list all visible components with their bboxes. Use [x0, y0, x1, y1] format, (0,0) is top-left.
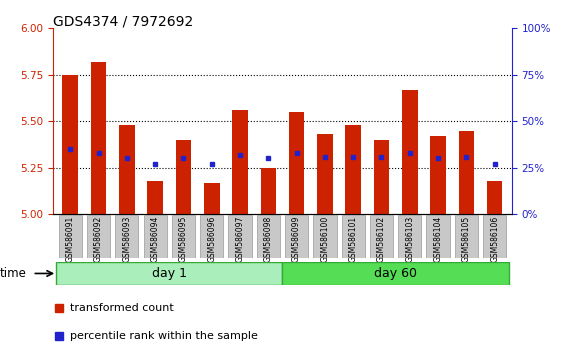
FancyBboxPatch shape [228, 215, 252, 258]
Text: GSM586091: GSM586091 [66, 216, 75, 262]
FancyBboxPatch shape [283, 262, 509, 285]
Text: GSM586097: GSM586097 [236, 216, 245, 262]
Bar [317, 134, 333, 214]
Text: GSM586100: GSM586100 [320, 216, 329, 262]
FancyBboxPatch shape [56, 262, 283, 285]
Bar [260, 168, 276, 214]
Bar [402, 90, 417, 214]
Bar [119, 125, 135, 214]
FancyBboxPatch shape [483, 215, 506, 258]
FancyBboxPatch shape [115, 215, 139, 258]
Bar [91, 62, 107, 214]
Text: GSM586099: GSM586099 [292, 216, 301, 262]
Text: GSM586102: GSM586102 [377, 216, 386, 262]
FancyBboxPatch shape [200, 215, 223, 258]
Text: GSM586094: GSM586094 [151, 216, 160, 262]
Text: day 1: day 1 [152, 267, 187, 280]
FancyBboxPatch shape [455, 215, 478, 258]
Text: GSM586098: GSM586098 [264, 216, 273, 262]
FancyBboxPatch shape [370, 215, 393, 258]
Bar [204, 183, 219, 214]
FancyBboxPatch shape [87, 215, 110, 258]
Text: time: time [0, 267, 27, 280]
FancyBboxPatch shape [426, 215, 450, 258]
FancyBboxPatch shape [398, 215, 421, 258]
Bar [148, 181, 163, 214]
Text: GDS4374 / 7972692: GDS4374 / 7972692 [53, 14, 194, 28]
Bar [176, 140, 191, 214]
FancyBboxPatch shape [313, 215, 337, 258]
FancyBboxPatch shape [285, 215, 308, 258]
FancyBboxPatch shape [59, 215, 82, 258]
Text: GSM586104: GSM586104 [434, 216, 443, 262]
Bar [346, 125, 361, 214]
Bar [430, 136, 446, 214]
Bar [458, 131, 474, 214]
FancyBboxPatch shape [257, 215, 280, 258]
Text: GSM586105: GSM586105 [462, 216, 471, 262]
FancyBboxPatch shape [172, 215, 195, 258]
Text: transformed count: transformed count [70, 303, 173, 313]
FancyBboxPatch shape [342, 215, 365, 258]
Bar [289, 112, 305, 214]
Text: GSM586092: GSM586092 [94, 216, 103, 262]
Bar [232, 110, 248, 214]
Text: percentile rank within the sample: percentile rank within the sample [70, 331, 257, 341]
Text: GSM586095: GSM586095 [179, 216, 188, 262]
Text: GSM586093: GSM586093 [122, 216, 131, 262]
FancyBboxPatch shape [144, 215, 167, 258]
Text: GSM586103: GSM586103 [405, 216, 414, 262]
Bar [374, 140, 389, 214]
Bar [487, 181, 503, 214]
Text: GSM586101: GSM586101 [349, 216, 358, 262]
Text: GSM586106: GSM586106 [490, 216, 499, 262]
Bar [62, 75, 78, 214]
Text: GSM586096: GSM586096 [207, 216, 216, 262]
Text: day 60: day 60 [374, 267, 417, 280]
